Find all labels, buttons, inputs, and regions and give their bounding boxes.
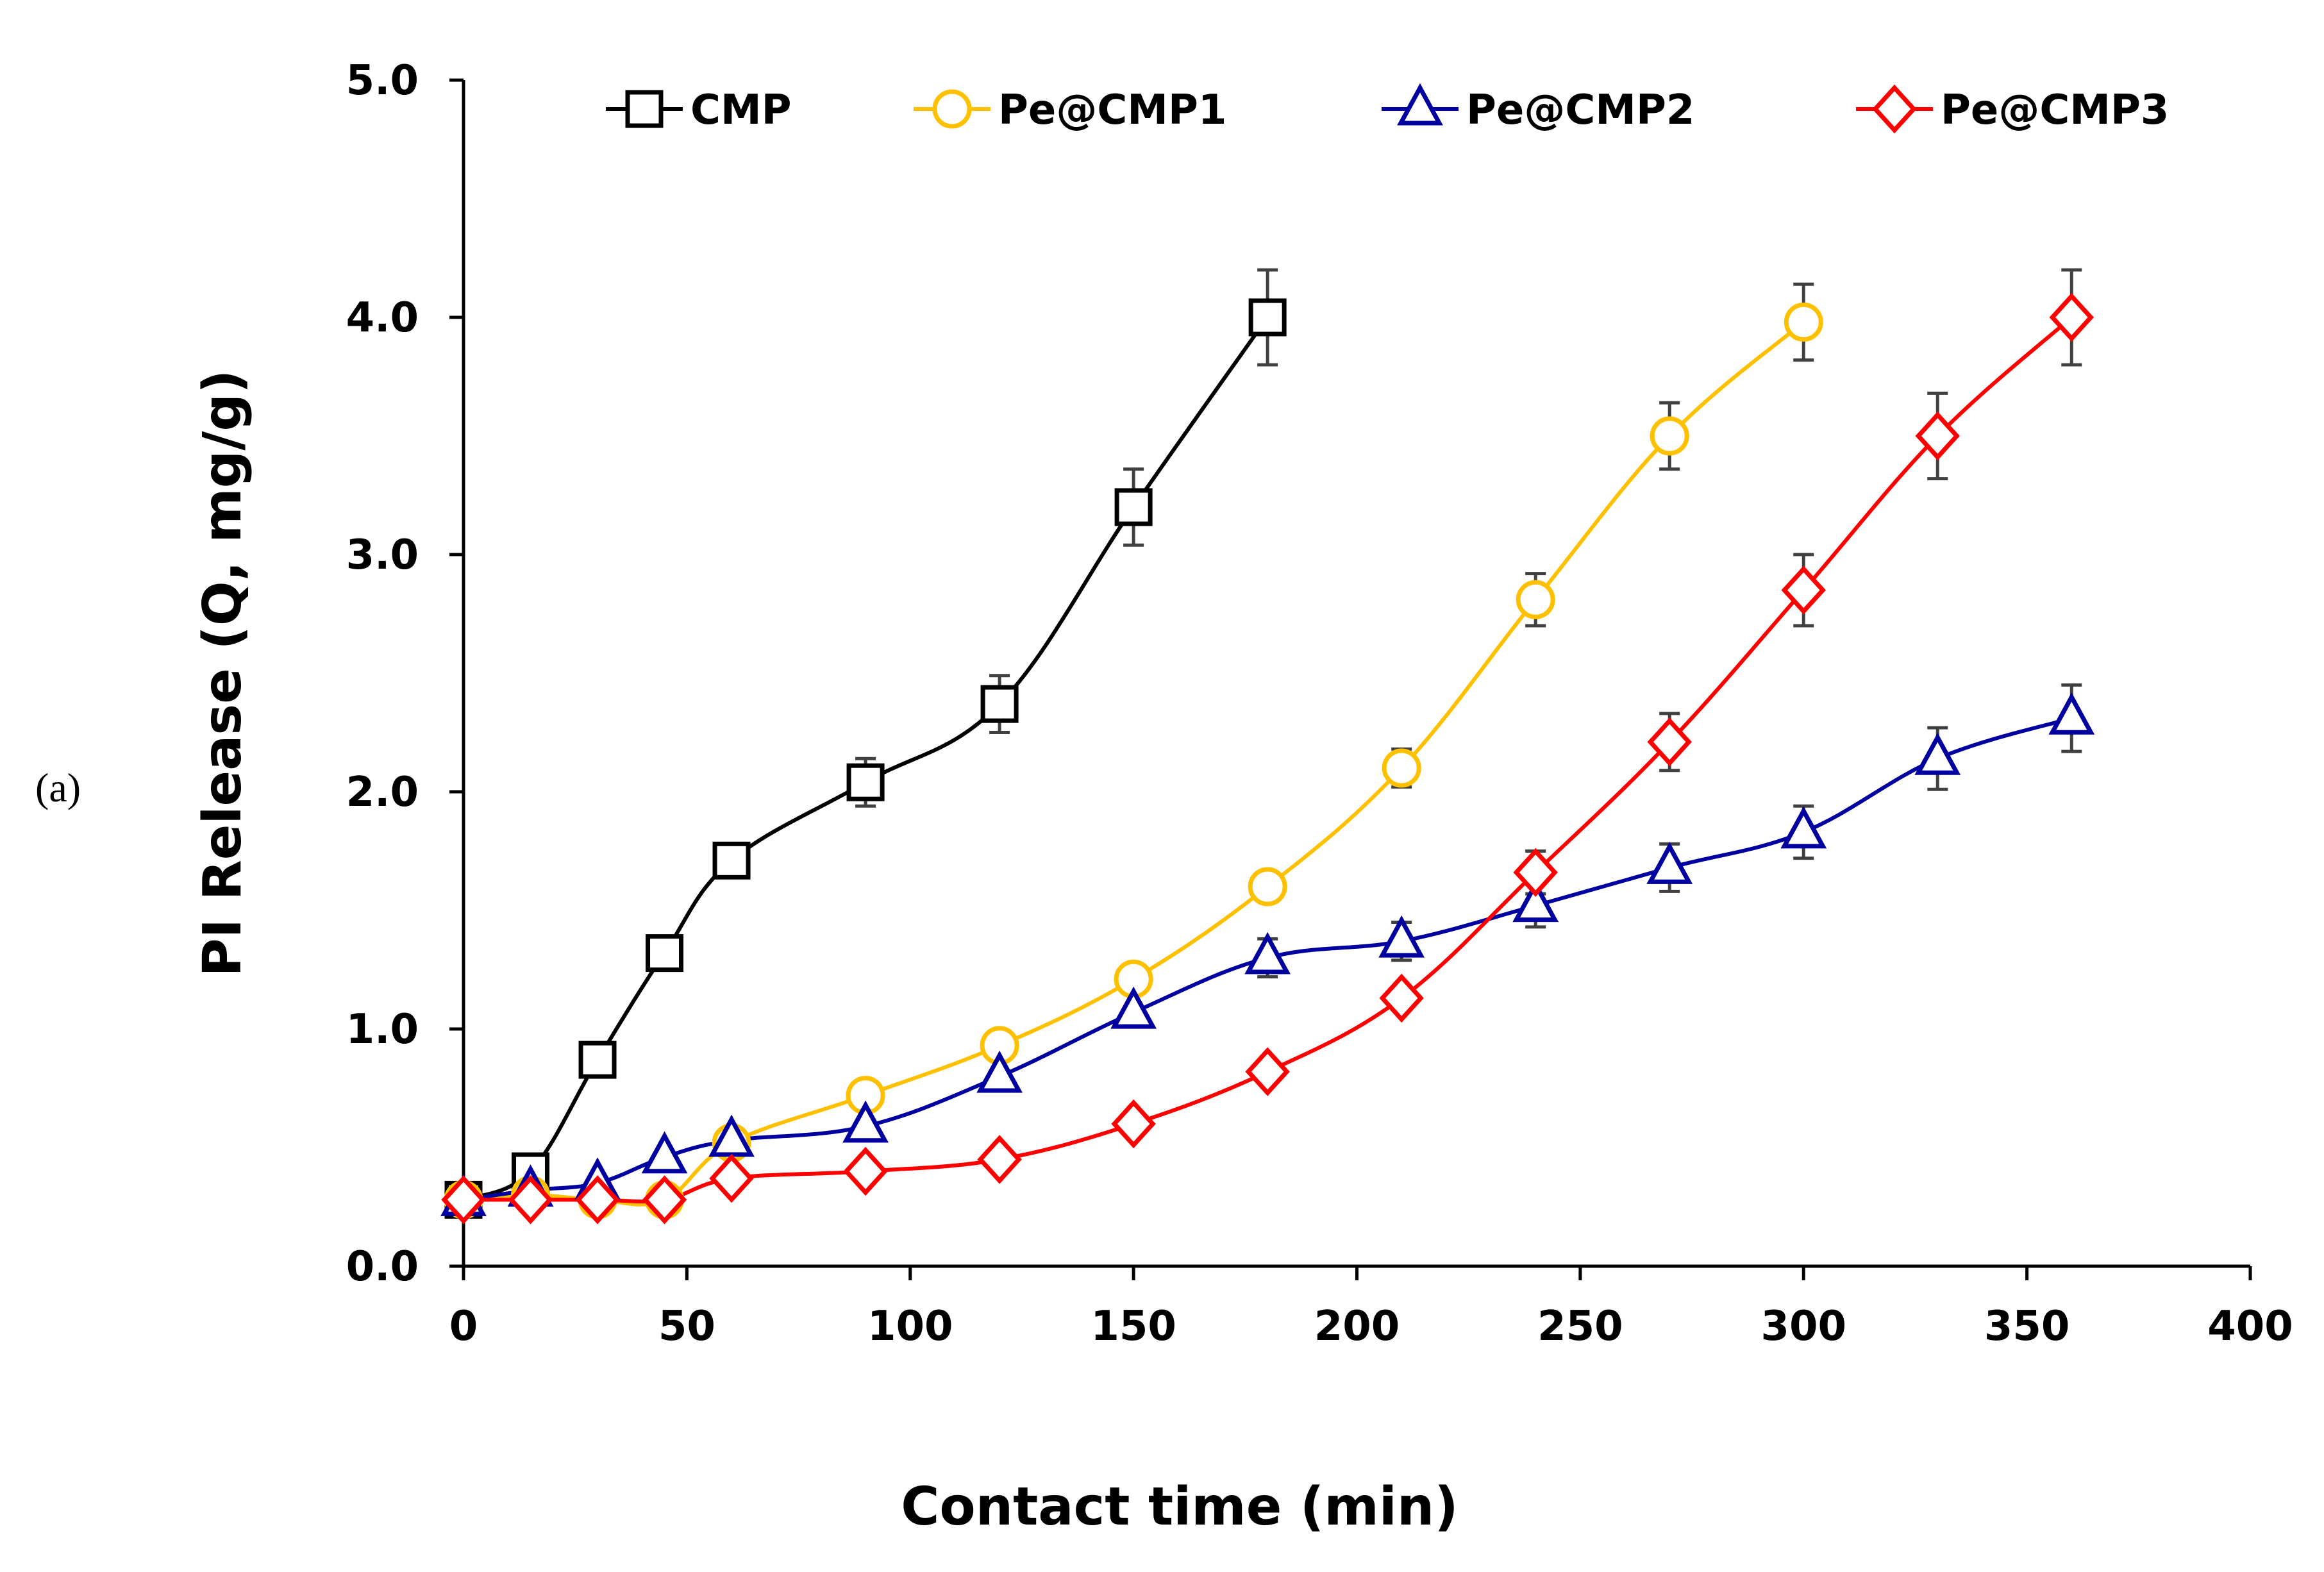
data-point-pe-cmp2 xyxy=(1110,986,1157,1029)
data-point-pe-cmp3 xyxy=(1245,1047,1290,1096)
data-point-pe-cmp3 xyxy=(977,1135,1022,1184)
series-markers xyxy=(440,292,2095,1225)
x-axis-title: Contact time (min) xyxy=(901,1476,1459,1537)
data-point-pe-cmp2 xyxy=(1646,842,1693,884)
data-point-pe-cmp3 xyxy=(1915,411,1960,461)
data-point-pe-cmp3 xyxy=(642,1175,687,1225)
x-tick-label: 100 xyxy=(867,1303,953,1350)
y-tick-label: 4.0 xyxy=(346,294,419,342)
data-point-cmp xyxy=(1114,488,1153,526)
y-tick-label: 0.0 xyxy=(346,1243,419,1291)
y-axis-title: PI Release (Q, mg/g) xyxy=(192,369,253,976)
data-point-pe-cmp1 xyxy=(1382,748,1421,788)
y-tick-label: 1.0 xyxy=(346,1006,419,1053)
data-point-pe-cmp2 xyxy=(1244,932,1291,974)
data-point-pe-cmp3 xyxy=(508,1175,553,1225)
y-tick-label: 5.0 xyxy=(346,57,419,105)
legend-label: Pe@CMP2 xyxy=(1466,87,1694,134)
legend-item-pe-cmp2: Pe@CMP2 xyxy=(1382,83,1694,134)
data-point-pe-cmp3 xyxy=(1111,1099,1156,1149)
y-tick-label: 3.0 xyxy=(346,531,419,579)
data-point-pe-cmp3 xyxy=(843,1146,888,1196)
data-point-pe-cmp1 xyxy=(1784,302,1823,342)
error-bars xyxy=(721,268,2082,979)
data-point-pe-cmp2 xyxy=(976,1050,1023,1093)
data-point-cmp xyxy=(578,1041,617,1079)
data-point-pe-cmp2 xyxy=(1378,915,1425,958)
legend-label: Pe@CMP1 xyxy=(998,87,1226,134)
panel-label: (a) xyxy=(35,765,81,810)
data-point-pe-cmp3 xyxy=(1647,717,1692,767)
x-tick-label: 400 xyxy=(2207,1303,2293,1350)
axes: 0 50 100 150 200 250 300 350 400 0.0 1.0 2.0 3.0 4.0… xyxy=(346,57,2293,1350)
data-point-pe-cmp3 xyxy=(2049,292,2094,342)
x-tick-label: 150 xyxy=(1091,1303,1176,1350)
data-point-pe-cmp3 xyxy=(1513,848,1558,898)
legend-marker xyxy=(625,90,664,128)
data-point-pe-cmp1 xyxy=(1516,580,1555,619)
x-tick-label: 0 xyxy=(449,1303,478,1350)
data-point-pe-cmp3 xyxy=(441,1175,486,1225)
legend: CMP Pe@CMP1 Pe@CMP2 Pe@CMP3 xyxy=(606,83,2169,134)
legend-marker xyxy=(1397,83,1443,126)
data-point-pe-cmp3 xyxy=(1379,973,1424,1023)
data-point-cmp xyxy=(712,841,751,880)
data-point-pe-cmp2 xyxy=(1512,880,1559,923)
legend-item-pe-cmp3: Pe@CMP3 xyxy=(1856,84,2169,134)
data-point-pe-cmp2 xyxy=(842,1100,889,1143)
x-ticks: 0 50 100 150 200 250 300 350 400 xyxy=(449,1266,2293,1350)
legend-item-pe-cmp1: Pe@CMP1 xyxy=(914,87,1226,134)
legend-marker xyxy=(1872,84,1917,134)
x-tick-label: 350 xyxy=(1984,1303,2070,1350)
data-point-pe-cmp2 xyxy=(1780,806,1827,849)
x-tick-label: 200 xyxy=(1314,1303,1400,1350)
data-point-pe-cmp2 xyxy=(2048,692,2095,735)
data-point-cmp xyxy=(646,934,684,973)
data-point-pe-cmp3 xyxy=(1781,565,1826,615)
data-point-pe-cmp2 xyxy=(1914,732,1961,775)
legend-label: Pe@CMP3 xyxy=(1941,87,2169,134)
data-point-pe-cmp1 xyxy=(1650,416,1689,456)
legend-label: CMP xyxy=(690,87,792,134)
plot-area xyxy=(440,268,2095,1225)
series-line-pe-cmp1 xyxy=(463,321,1805,1207)
data-point-cmp xyxy=(1248,298,1287,337)
data-point-pe-cmp3 xyxy=(709,1153,754,1203)
x-tick-label: 300 xyxy=(1760,1303,1846,1350)
legend-marker xyxy=(932,89,972,129)
data-point-pe-cmp1 xyxy=(1248,867,1287,907)
data-point-cmp xyxy=(846,763,885,801)
y-ticks: 0.0 1.0 2.0 3.0 4.0 5.0 xyxy=(346,57,464,1291)
x-tick-label: 50 xyxy=(658,1303,715,1350)
legend-item-cmp: CMP xyxy=(606,87,792,134)
data-point-cmp xyxy=(980,685,1019,723)
data-point-pe-cmp2 xyxy=(641,1131,688,1174)
x-tick-label: 250 xyxy=(1537,1303,1623,1350)
data-point-pe-cmp3 xyxy=(575,1175,620,1225)
y-tick-label: 2.0 xyxy=(346,769,419,816)
